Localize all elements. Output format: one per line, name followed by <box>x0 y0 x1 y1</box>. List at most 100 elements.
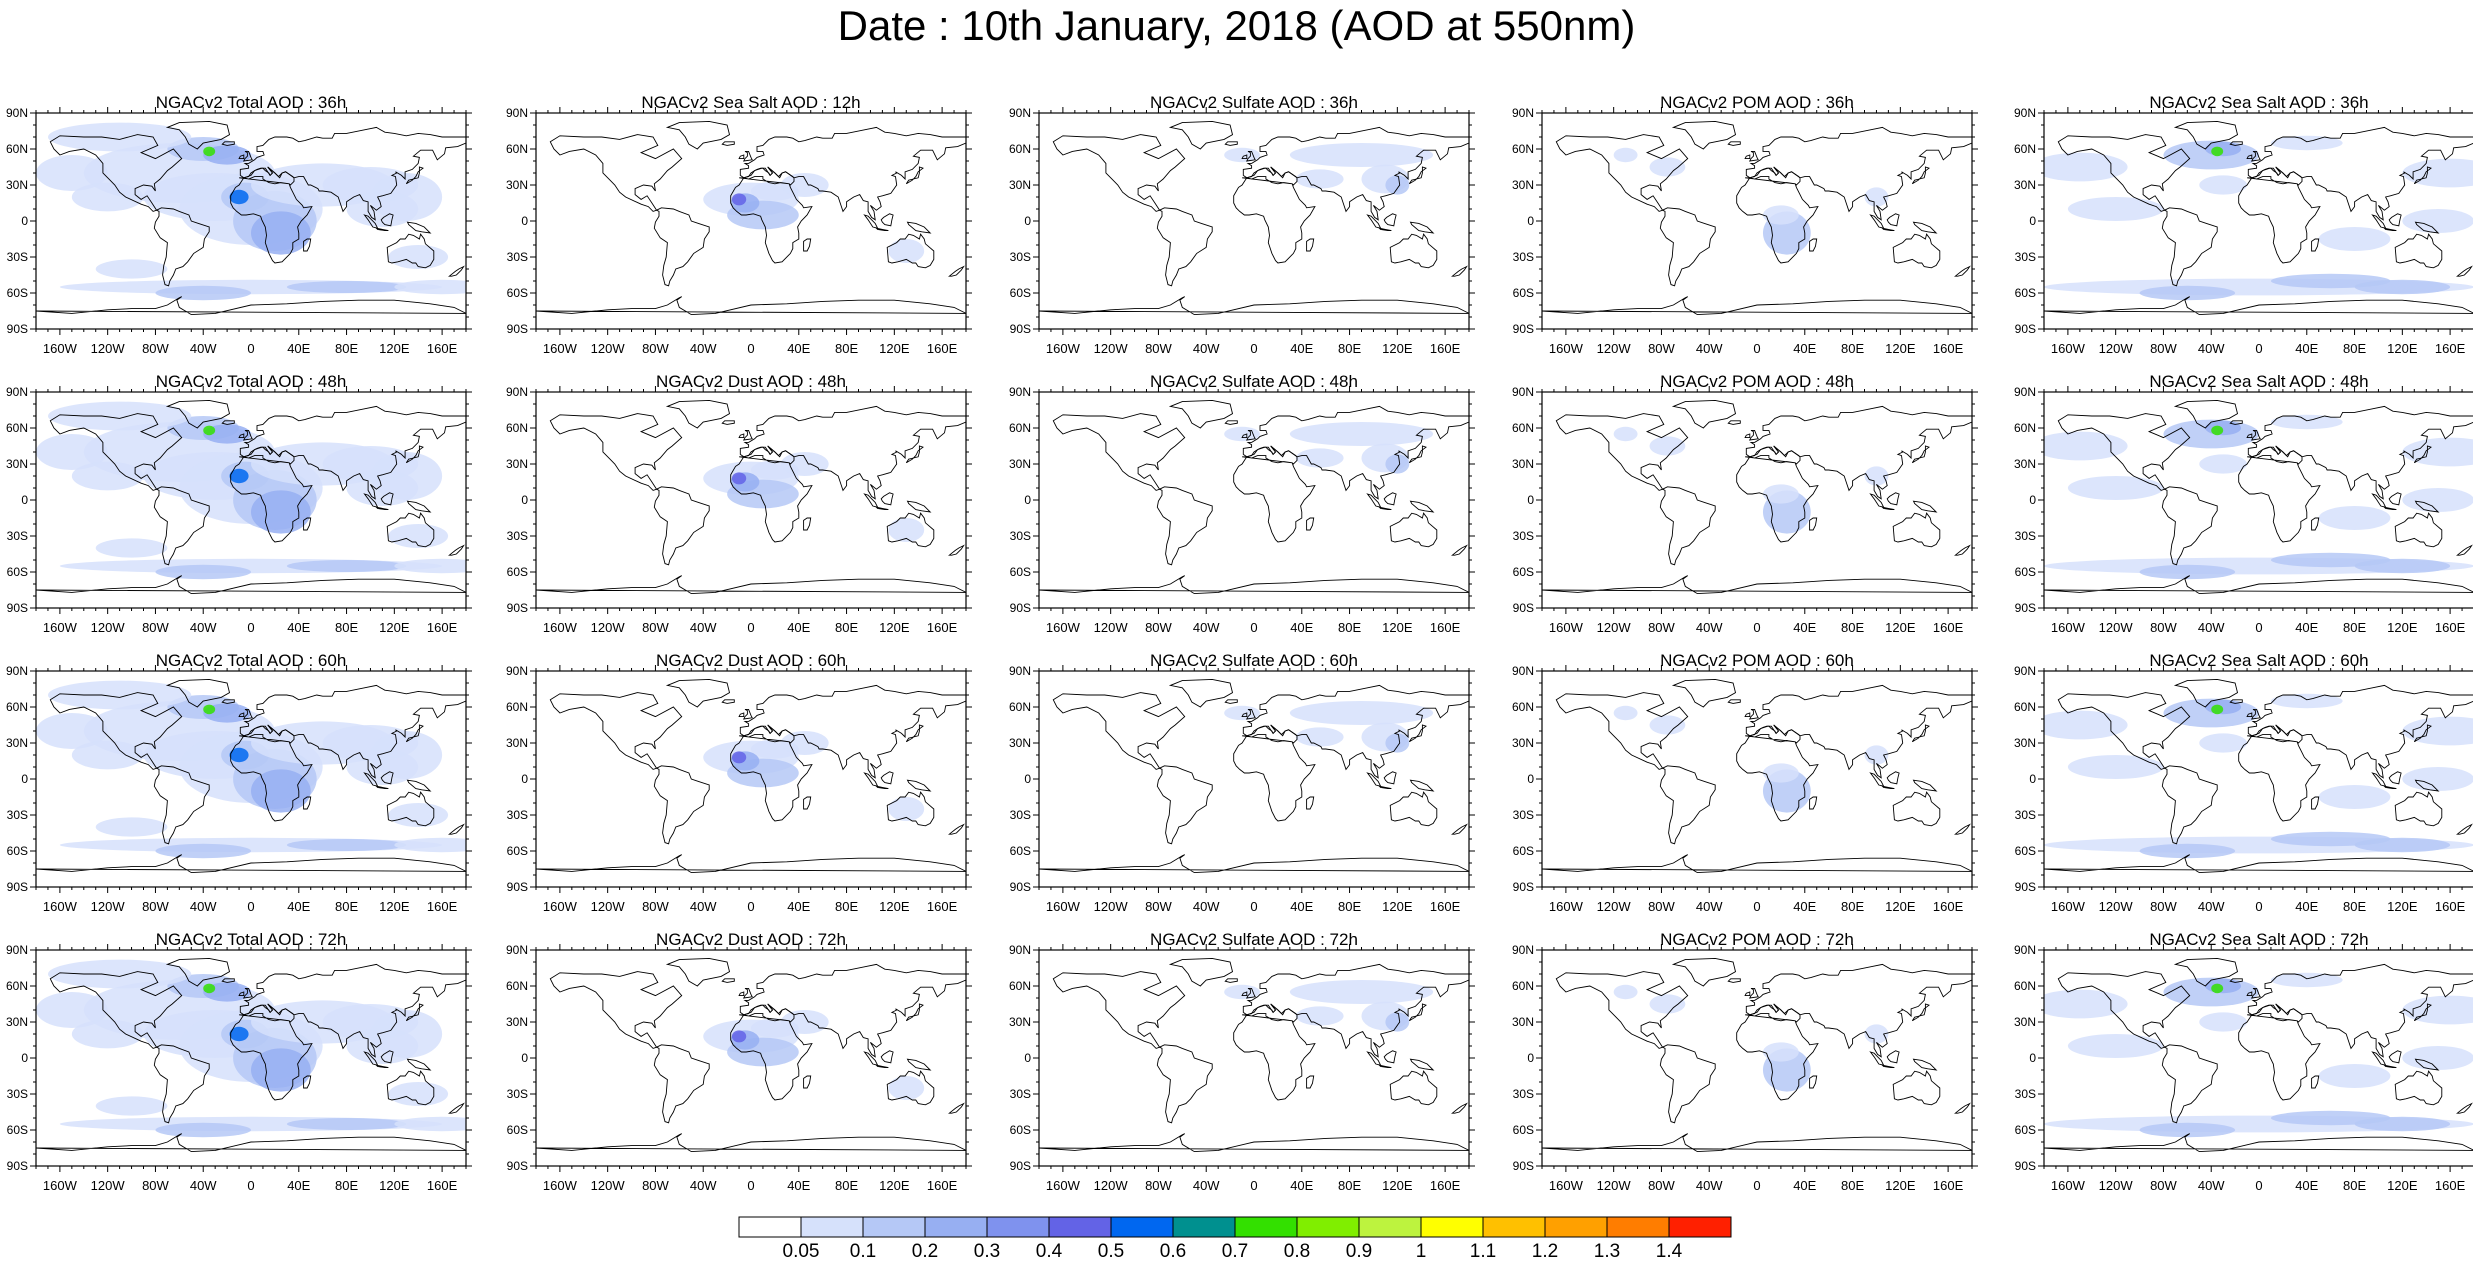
aod-region <box>155 285 252 301</box>
coastline <box>2414 779 2440 792</box>
coastline <box>2456 1102 2473 1114</box>
lon-tick-label: 80W <box>642 620 669 635</box>
world-map: 90N 60N 30N 0 30S 60S 90S 160W 120W 80W 40W 0 40E 80E… <box>506 943 972 1193</box>
colorbar-label: 0.9 <box>1346 1241 1372 1261</box>
lat-tick-label: 90N <box>1009 385 1031 399</box>
lat-tick-label: 60N <box>1009 979 1031 993</box>
lon-tick-label: 120E <box>1885 341 1916 356</box>
coastline <box>1745 405 1972 500</box>
coastline <box>1168 399 1234 429</box>
aod-region <box>888 797 925 821</box>
lon-tick-label: 80E <box>1338 899 1361 914</box>
map-panel: NGACv2 Sulfate AOD : 48h 90N 60N 30N 0 30S 60S… <box>1003 372 1503 650</box>
coastline <box>2311 796 2320 810</box>
coastline <box>665 678 731 708</box>
aod-region <box>1295 448 1344 468</box>
lon-tick-label: 40W <box>190 341 217 356</box>
lat-tick-label: 30N <box>506 1015 528 1029</box>
coastline <box>1408 445 1427 464</box>
lon-tick-label: 80W <box>1648 341 1675 356</box>
coastline <box>665 957 731 987</box>
map-background <box>1039 392 1469 608</box>
coastline <box>739 684 966 779</box>
lon-tick-label: 80E <box>335 341 358 356</box>
aod-region <box>388 245 449 269</box>
panel-title: NGACv2 POM AOD : 36h <box>1660 93 1854 112</box>
lon-tick-label: 160E <box>1430 341 1461 356</box>
lat-tick-label: 90N <box>1512 385 1534 399</box>
lon-tick-label: 0 <box>747 341 754 356</box>
lon-tick-label: 40W <box>1193 620 1220 635</box>
coastline <box>1224 141 1238 146</box>
coastline <box>1241 712 1248 718</box>
lat-tick-label: 60N <box>6 142 28 156</box>
lon-tick-label: 80E <box>2343 1178 2366 1193</box>
map-background <box>1542 392 1972 608</box>
lat-tick-label: 30S <box>507 1087 528 1101</box>
coastline <box>2371 493 2387 508</box>
coastline <box>1408 1003 1427 1022</box>
lon-tick-label: 80E <box>1841 341 1864 356</box>
coastline <box>1659 1044 1716 1124</box>
coastline <box>2456 823 2473 835</box>
lon-tick-label: 80W <box>1145 1178 1172 1193</box>
coastline <box>863 772 879 787</box>
lat-tick-label: 60N <box>506 979 528 993</box>
coastline <box>905 1003 924 1022</box>
coastline <box>2246 433 2253 439</box>
aod-region <box>203 983 216 994</box>
colorbar-swatch <box>1420 1216 1484 1238</box>
coastline <box>1168 120 1234 150</box>
coastline <box>2383 1064 2397 1069</box>
world-map: 90N 60N 30N 0 30S 60S 90S 160W 120W 80W 40W 0 40E 80E… <box>1009 385 1475 635</box>
lat-tick-label: 60S <box>507 844 528 858</box>
lon-tick-label: 80W <box>1648 620 1675 635</box>
aod-region <box>1864 745 1889 765</box>
coastline <box>1555 134 1689 212</box>
aod-region <box>1385 1012 1410 1032</box>
lon-tick-label: 160W <box>1046 899 1081 914</box>
lon-tick-label: 40E <box>287 899 310 914</box>
aod-region <box>394 279 466 295</box>
lat-tick-label: 90N <box>1512 943 1534 957</box>
aod-region <box>251 211 311 255</box>
colorbar-label: 1.3 <box>1594 1241 1620 1261</box>
aod-region <box>2044 989 2128 1019</box>
aod-region <box>731 751 747 764</box>
lat-tick-label: 90S <box>2015 1159 2036 1173</box>
lon-tick-label: 120E <box>1382 341 1413 356</box>
aod-region <box>47 401 192 431</box>
lat-tick-label: 60N <box>506 700 528 714</box>
coastline <box>303 1075 312 1089</box>
coastline <box>1542 1133 1972 1153</box>
colorbar-label: 1.4 <box>1656 1241 1683 1261</box>
lon-tick-label: 0 <box>747 620 754 635</box>
colorbar-label: 0.8 <box>1284 1241 1310 1261</box>
lat-tick-label: 90N <box>6 385 28 399</box>
map-panel: NGACv2 Sulfate AOD : 72h 90N 60N 30N 0 30S 60S… <box>1003 930 1503 1208</box>
lat-tick-label: 90S <box>1010 1159 1031 1173</box>
coastline <box>1408 724 1427 743</box>
lon-tick-label: 160W <box>2051 620 2086 635</box>
aod-region <box>229 747 249 763</box>
coastline <box>448 1102 465 1114</box>
coastline <box>886 1070 935 1106</box>
coastline <box>1389 512 1438 548</box>
lon-tick-label: 160W <box>543 620 578 635</box>
coastline <box>1892 512 1941 548</box>
aod-region <box>394 837 466 853</box>
coastline <box>1745 963 1972 1058</box>
coastline <box>380 771 394 785</box>
coastline <box>1156 486 1213 566</box>
colorbar-label: 0.5 <box>1098 1241 1124 1261</box>
colorbar-label: 0.2 <box>912 1241 938 1261</box>
coastline <box>1241 433 1248 439</box>
coastline <box>153 207 210 287</box>
aod-region <box>731 472 747 485</box>
coastline <box>1366 493 1382 508</box>
lat-tick-label: 0 <box>2029 1051 2036 1065</box>
coastline <box>1727 699 1741 704</box>
lat-tick-label: 30N <box>1512 178 1534 192</box>
coastline <box>448 823 465 835</box>
world-map: 90N 60N 30N 0 30S 60S 90S 160W 120W 80W 40W 0 40E 80E… <box>1512 385 1978 635</box>
